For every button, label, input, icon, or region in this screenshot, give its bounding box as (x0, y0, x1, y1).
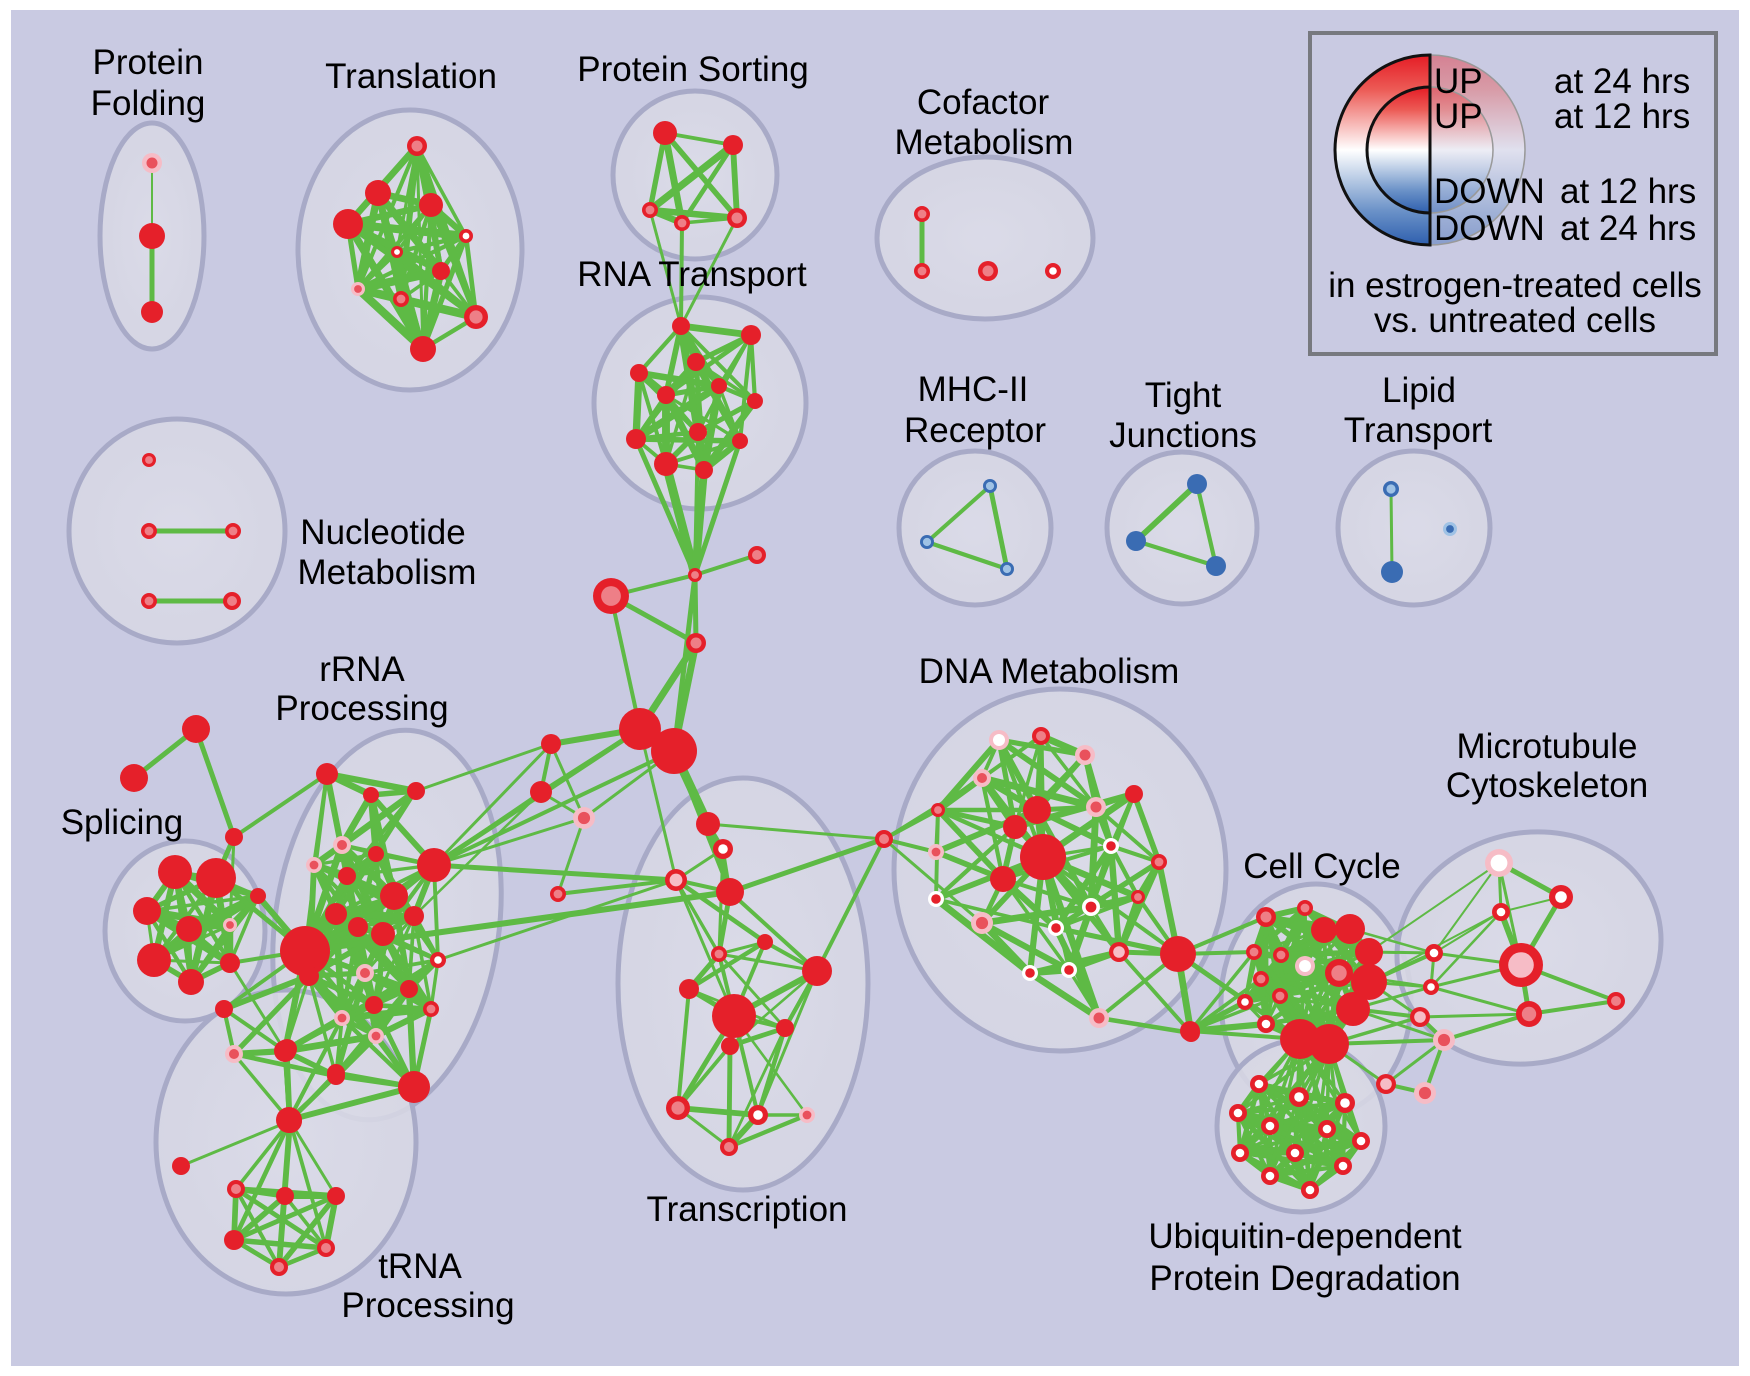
svg-text:Cofactor: Cofactor (917, 83, 1050, 122)
svg-text:DNA Metabolism: DNA Metabolism (919, 652, 1180, 691)
svg-text:at 24 hrs: at 24 hrs (1560, 209, 1696, 248)
svg-text:Cytoskeleton: Cytoskeleton (1446, 766, 1648, 805)
svg-text:Processing: Processing (275, 689, 448, 728)
svg-text:Protein: Protein (93, 43, 204, 82)
svg-text:UP: UP (1434, 97, 1483, 136)
svg-text:at 24 hrs: at 24 hrs (1554, 62, 1690, 101)
svg-text:at 12 hrs: at 12 hrs (1554, 97, 1690, 136)
svg-text:MHC-II: MHC-II (918, 370, 1029, 409)
svg-text:DOWN: DOWN (1434, 172, 1545, 211)
svg-text:Ubiquitin-dependent: Ubiquitin-dependent (1148, 1217, 1462, 1256)
svg-text:Protein Degradation: Protein Degradation (1149, 1259, 1460, 1298)
svg-text:Protein Sorting: Protein Sorting (577, 50, 809, 89)
svg-text:Microtubule: Microtubule (1457, 727, 1638, 766)
svg-text:Processing: Processing (341, 1286, 514, 1325)
svg-text:Nucleotide: Nucleotide (300, 513, 465, 552)
svg-text:Receptor: Receptor (904, 411, 1046, 450)
svg-text:in estrogen-treated cells: in estrogen-treated cells (1328, 266, 1702, 305)
svg-text:vs. untreated cells: vs. untreated cells (1374, 301, 1656, 340)
svg-text:rRNA: rRNA (319, 650, 405, 689)
svg-text:UP: UP (1434, 62, 1483, 101)
svg-text:Metabolism: Metabolism (298, 553, 477, 592)
svg-text:Translation: Translation (325, 57, 497, 96)
svg-text:Folding: Folding (91, 84, 206, 123)
svg-text:Splicing: Splicing (61, 803, 184, 842)
svg-text:Tight: Tight (1145, 376, 1222, 415)
svg-text:tRNA: tRNA (378, 1247, 462, 1286)
svg-text:Lipid: Lipid (1382, 371, 1456, 410)
svg-text:RNA Transport: RNA Transport (577, 255, 807, 294)
svg-text:Junctions: Junctions (1109, 416, 1257, 455)
svg-text:DOWN: DOWN (1434, 209, 1545, 248)
svg-text:Cell Cycle: Cell Cycle (1243, 847, 1401, 886)
svg-text:Metabolism: Metabolism (895, 123, 1074, 162)
svg-text:at 12 hrs: at 12 hrs (1560, 172, 1696, 211)
svg-text:Transport: Transport (1344, 411, 1493, 450)
svg-text:Transcription: Transcription (647, 1190, 848, 1229)
